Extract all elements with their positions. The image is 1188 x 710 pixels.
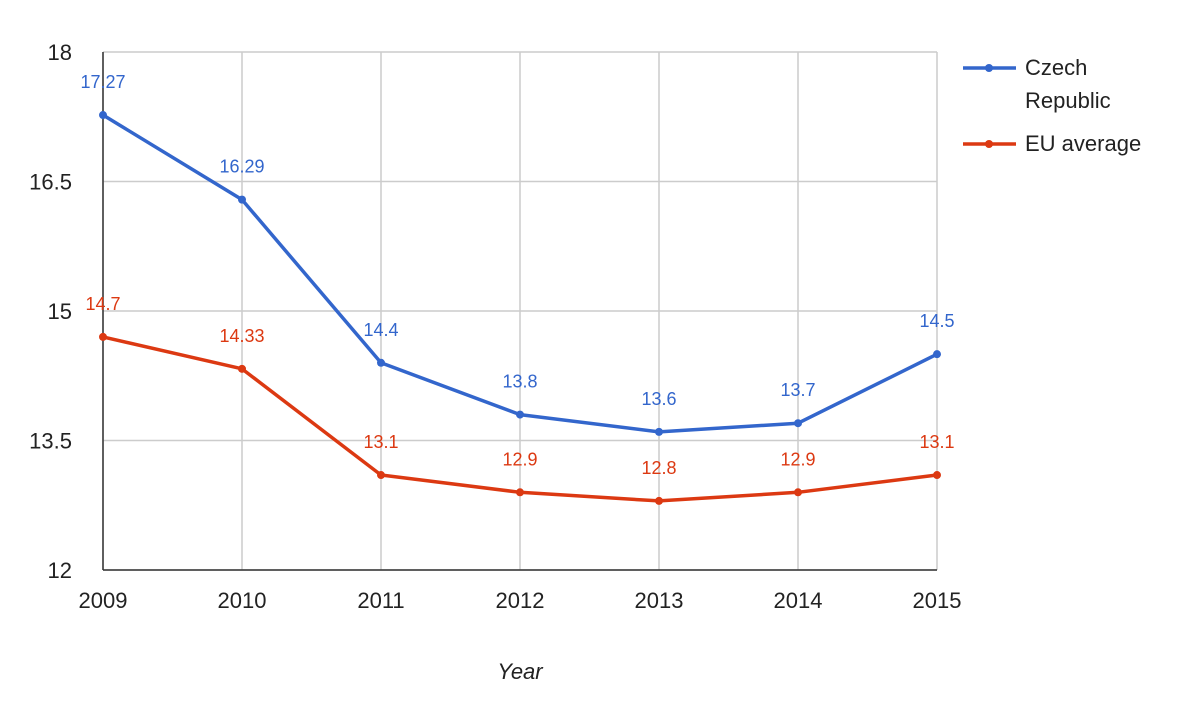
series-layer xyxy=(99,111,941,505)
legend-label: Republic xyxy=(1025,88,1111,113)
x-tick-label: 2010 xyxy=(218,588,267,613)
data-label: 14.5 xyxy=(919,311,954,331)
data-label: 17.27 xyxy=(80,72,125,92)
legend-item-0[interactable]: Czech Republic xyxy=(963,55,1111,113)
x-tick-label: 2013 xyxy=(635,588,684,613)
data-point[interactable] xyxy=(99,332,107,341)
data-label: 13.1 xyxy=(919,432,954,452)
data-label: 14.33 xyxy=(219,326,264,346)
x-tick-label: 2012 xyxy=(496,588,545,613)
data-label: 13.7 xyxy=(780,380,815,400)
data-point[interactable] xyxy=(238,364,246,373)
data-label: 13.1 xyxy=(363,432,398,452)
y-tick-label: 16.5 xyxy=(29,170,72,195)
data-label: 13.6 xyxy=(641,389,676,409)
legend-marker xyxy=(985,140,993,148)
axes: 12 13.5 15 16.5 18 2009 2010 2011 2012 2013 2014 20… xyxy=(29,40,961,613)
data-point[interactable] xyxy=(794,488,802,497)
data-point[interactable] xyxy=(933,350,941,359)
data-label: 13.8 xyxy=(502,372,537,392)
y-tick-label: 13.5 xyxy=(29,429,72,454)
legend-item-1[interactable]: EU average xyxy=(963,131,1141,156)
data-point[interactable] xyxy=(238,195,246,204)
data-labels: 17.27 16.29 14.4 13.8 13.6 13.7 14.5 14.7 14.33 1… xyxy=(80,72,954,478)
x-tick-label: 2009 xyxy=(79,588,128,613)
data-label: 12.9 xyxy=(502,449,537,469)
data-point[interactable] xyxy=(516,410,524,419)
data-point[interactable] xyxy=(933,471,941,480)
y-tick-label: 18 xyxy=(48,40,72,65)
data-point[interactable] xyxy=(655,427,663,436)
data-label: 12.9 xyxy=(780,449,815,469)
legend[interactable]: Czech Republic EU average xyxy=(963,55,1141,156)
y-tick-label: 12 xyxy=(48,558,72,583)
data-label: 14.4 xyxy=(363,320,398,340)
data-point[interactable] xyxy=(99,111,107,120)
x-tick-label: 2015 xyxy=(913,588,962,613)
x-tick-label: 2011 xyxy=(357,588,404,613)
data-point[interactable] xyxy=(794,419,802,428)
x-axis-title: Year xyxy=(497,659,544,684)
data-point[interactable] xyxy=(655,496,663,505)
legend-label: EU average xyxy=(1025,131,1141,156)
data-point[interactable] xyxy=(516,488,524,497)
data-label: 16.29 xyxy=(219,157,264,177)
legend-marker xyxy=(985,64,993,72)
data-point[interactable] xyxy=(377,471,385,480)
data-point[interactable] xyxy=(377,358,385,367)
data-label: 14.7 xyxy=(85,294,120,314)
y-tick-label: 15 xyxy=(48,299,72,324)
data-label: 12.8 xyxy=(641,458,676,478)
legend-label: Czech xyxy=(1025,55,1087,80)
x-tick-label: 2014 xyxy=(774,588,823,613)
